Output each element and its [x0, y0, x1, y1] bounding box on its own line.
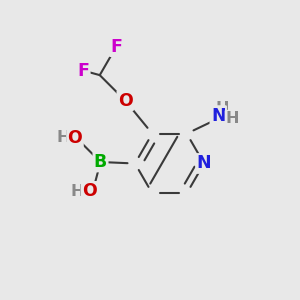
Text: O: O: [68, 129, 82, 147]
Text: O: O: [82, 182, 97, 200]
Text: H: H: [216, 100, 230, 116]
Text: O: O: [118, 92, 133, 110]
Text: B: B: [94, 153, 107, 171]
Text: H: H: [226, 111, 239, 126]
Text: F: F: [77, 61, 89, 80]
Text: N: N: [211, 106, 226, 124]
Text: H: H: [71, 184, 84, 199]
Text: H: H: [57, 130, 70, 146]
Text: F: F: [110, 38, 122, 56]
Text: N: N: [197, 154, 211, 172]
